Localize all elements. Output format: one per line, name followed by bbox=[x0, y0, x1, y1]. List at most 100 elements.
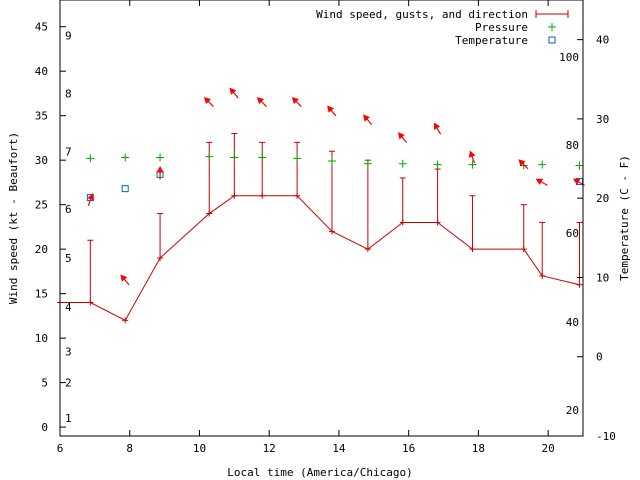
arrow-head bbox=[87, 193, 94, 201]
pressure-point bbox=[398, 159, 407, 168]
wind-direction-arrow bbox=[87, 193, 94, 207]
wind-direction-arrow bbox=[120, 274, 130, 286]
left-tick-label: 25 bbox=[35, 199, 48, 212]
beaufort-label: 7 bbox=[65, 145, 72, 158]
pressure-point bbox=[538, 160, 547, 169]
wind-speed-line bbox=[60, 195, 580, 321]
left-tick-label: 20 bbox=[35, 243, 48, 256]
wind-speed-point bbox=[434, 219, 441, 226]
wind-speed-point bbox=[399, 219, 406, 226]
right-tick-label: 40 bbox=[596, 34, 609, 47]
wind-speed-point bbox=[206, 210, 213, 217]
wind-direction-arrow bbox=[203, 97, 214, 107]
beaufort-label: 5 bbox=[65, 252, 72, 265]
pressure-point bbox=[205, 152, 214, 161]
wind-speed-point bbox=[364, 246, 371, 253]
legend-label-temperature: Temperature bbox=[455, 34, 528, 47]
arrow-head bbox=[203, 97, 211, 105]
right-tick-label: 20 bbox=[596, 192, 609, 205]
left-tick-label: 30 bbox=[35, 154, 48, 167]
wind-speed-point bbox=[122, 317, 129, 324]
wind-direction-arrow bbox=[518, 159, 529, 170]
wind-speed-point bbox=[259, 192, 266, 199]
left-axis-label: Wind speed (kt - Beaufort) bbox=[7, 132, 20, 304]
x-tick-label: 18 bbox=[472, 442, 485, 455]
right-tick-label: 30 bbox=[596, 113, 609, 126]
arrow-head bbox=[535, 178, 544, 185]
left-tick-label: 15 bbox=[35, 288, 48, 301]
axes-layer: 6 8 10 12 14 16 18 20051015202530354045-1001020… bbox=[35, 0, 616, 455]
wind-speed-point bbox=[157, 255, 164, 262]
right-tick-label: -10 bbox=[596, 430, 616, 443]
fahrenheit-label: 20 bbox=[566, 404, 579, 417]
pressure-point bbox=[293, 154, 302, 163]
wind-direction-arrow bbox=[535, 178, 548, 186]
beaufort-label: 4 bbox=[65, 301, 72, 314]
pressure-point bbox=[327, 157, 336, 166]
pressure-point bbox=[433, 160, 442, 169]
pressure-point bbox=[258, 153, 267, 162]
temperature-point bbox=[121, 185, 129, 193]
wind-speed-point bbox=[87, 299, 94, 306]
left-tick-label: 5 bbox=[41, 377, 48, 390]
x-tick-label: 20 bbox=[542, 442, 555, 455]
wind-direction-arrow bbox=[433, 122, 442, 135]
wind-speed-point bbox=[539, 272, 546, 279]
x-tick-label: 14 bbox=[332, 442, 346, 455]
legend-swatch-pressure bbox=[548, 23, 556, 31]
wind-speed-point bbox=[469, 246, 476, 253]
pressure-point bbox=[468, 160, 477, 169]
arrow-head bbox=[573, 178, 581, 185]
beaufort-label: 3 bbox=[65, 345, 72, 358]
arrow-head bbox=[468, 150, 476, 158]
beaufort-label: 2 bbox=[65, 377, 72, 390]
fahrenheit-label: 60 bbox=[566, 227, 579, 240]
x-tick-label: 16 bbox=[402, 442, 415, 455]
wind-direction-arrow bbox=[291, 97, 302, 107]
wind-speed-point bbox=[328, 228, 335, 235]
left-tick-label: 10 bbox=[35, 332, 48, 345]
wind-speed-point bbox=[294, 192, 301, 199]
left-tick-label: 35 bbox=[35, 110, 48, 123]
legend-label-wind: Wind speed, gusts, and direction bbox=[316, 8, 528, 21]
pressure-point bbox=[121, 153, 130, 162]
x-tick-label: 10 bbox=[193, 442, 206, 455]
arrow-head bbox=[397, 132, 405, 140]
wind-direction-arrow bbox=[468, 150, 476, 164]
fahrenheit-label: 100 bbox=[559, 51, 579, 64]
arrow-head bbox=[363, 114, 370, 122]
arrow-head bbox=[518, 159, 526, 167]
x-tick-label: 6 bbox=[57, 442, 64, 455]
wind-direction-arrow bbox=[363, 114, 373, 126]
arrow-head bbox=[120, 274, 128, 282]
arrow-head bbox=[291, 97, 299, 105]
pressure-point bbox=[575, 161, 584, 170]
wind-direction-arrow bbox=[327, 105, 337, 117]
pressure-point bbox=[86, 154, 95, 163]
wind-speed-point bbox=[231, 192, 238, 199]
arrow-head bbox=[229, 87, 237, 95]
arrow-head bbox=[327, 105, 334, 113]
arrow-head bbox=[433, 122, 441, 130]
beaufort-label: 9 bbox=[65, 30, 72, 43]
legend-swatch-temperature bbox=[548, 36, 556, 44]
wind-direction-arrow bbox=[156, 166, 164, 180]
legend: Wind speed, gusts, and direction Pressur… bbox=[316, 8, 569, 47]
wind-speed-point bbox=[576, 281, 583, 288]
beaufort-label: 6 bbox=[65, 203, 72, 216]
wind-speed-point bbox=[520, 246, 527, 253]
beaufort-label: 8 bbox=[65, 87, 72, 100]
pressure-point bbox=[156, 153, 165, 162]
x-axis-label: Local time (America/Chicago) bbox=[227, 466, 412, 479]
wind-direction-arrow bbox=[256, 97, 267, 107]
pressure-point bbox=[230, 153, 239, 162]
wind-direction-arrow bbox=[397, 132, 408, 143]
wind-direction-arrow bbox=[229, 87, 239, 99]
left-tick-label: 45 bbox=[35, 21, 48, 34]
plot-frame bbox=[59, 0, 584, 437]
left-tick-label: 0 bbox=[41, 421, 48, 434]
fahrenheit-label: 40 bbox=[566, 316, 579, 329]
arrow-head bbox=[156, 166, 164, 173]
x-tick-label: 8 bbox=[126, 442, 133, 455]
